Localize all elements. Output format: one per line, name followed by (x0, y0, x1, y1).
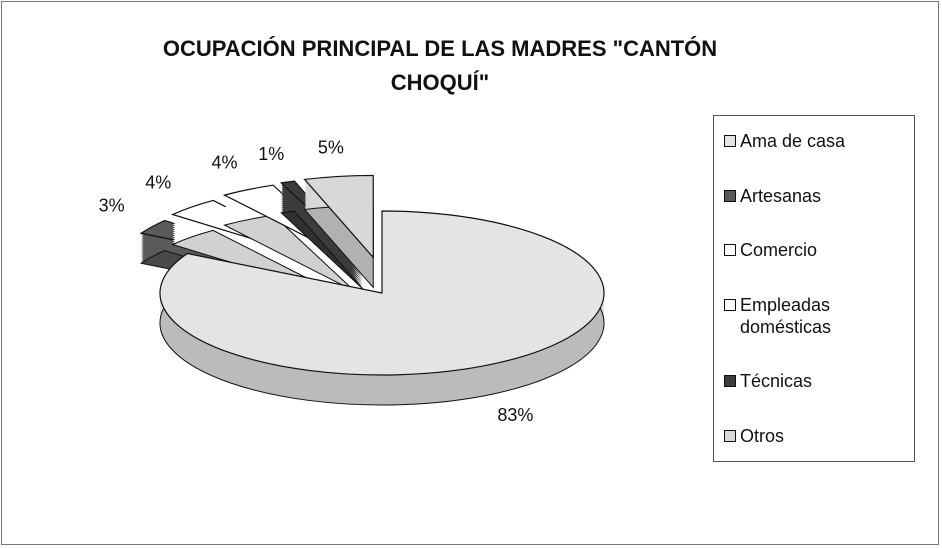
legend-label: Artesanas (740, 185, 822, 206)
legend-swatch (724, 298, 736, 311)
slice-top (303, 174, 374, 260)
legend-item: Comercio (724, 239, 906, 261)
legend-swatch (724, 135, 736, 147)
legend-swatch (724, 375, 736, 388)
legend-label: Técnicas (740, 371, 813, 392)
slice (303, 174, 374, 289)
slice-side (281, 199, 364, 278)
slice (159, 210, 605, 406)
legend-label: Otros (740, 425, 785, 446)
slice-side (281, 205, 364, 284)
slice-side (281, 195, 364, 274)
slice-side (281, 209, 364, 288)
data-label: 83% (497, 405, 533, 425)
slice-side-shade (280, 210, 364, 290)
legend-swatch (724, 189, 736, 202)
legend-item: Empleadas domésticas (724, 294, 906, 338)
legend-label: Ama de casa (740, 131, 846, 151)
data-label: 3% (99, 195, 125, 215)
slice-top (159, 210, 605, 376)
legend-label: Empleadas domésticas (740, 294, 832, 337)
data-label: 5% (318, 137, 344, 157)
slice-side (281, 197, 364, 276)
slice-side (281, 201, 364, 280)
legend-item: Ama de casa (724, 130, 906, 152)
data-label: 1% (258, 144, 284, 164)
legend: Ama de casa Artesanas Comercio Empleadas do… (713, 115, 915, 462)
data-label: 4% (145, 173, 171, 193)
legend-label: Comercio (740, 240, 818, 261)
legend-item: Técnicas (724, 370, 906, 392)
legend-swatch (724, 429, 736, 442)
chart-title: OCUPACIÓN PRINCIPAL DE LAS MADRES "CANTÓ… (162, 36, 718, 95)
legend-swatch (724, 244, 736, 257)
data-label: 4% (212, 153, 238, 173)
legend-item: Artesanas (724, 185, 906, 207)
legend-item: Otros (724, 425, 906, 447)
